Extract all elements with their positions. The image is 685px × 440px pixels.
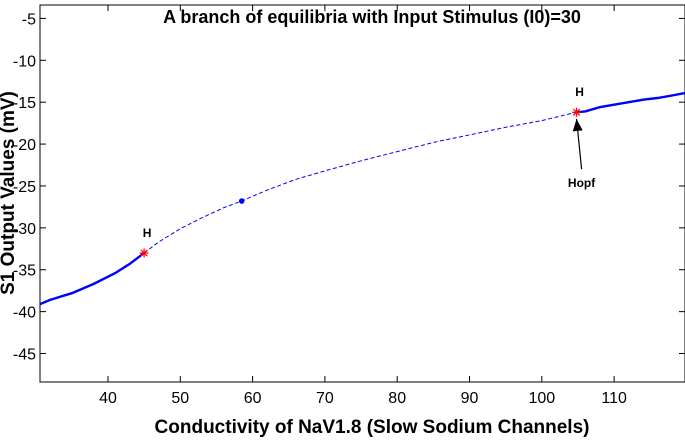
hopf-point-marker: [139, 248, 149, 258]
chart-title: A branch of equilibria with Input Stimul…: [163, 7, 581, 27]
x-tick-label: 60: [244, 390, 262, 407]
y-tick-label: -35: [13, 263, 36, 280]
annotations: Hopf: [568, 118, 596, 190]
curve-series: [39, 91, 685, 306]
annotation-arrowhead: [572, 118, 583, 132]
y-tick-label: -40: [13, 305, 36, 322]
axes-frame: [39, 4, 685, 383]
hopf-point-marker: [572, 107, 582, 117]
x-tick-label: 90: [461, 390, 479, 407]
stable-branch-line: [39, 252, 145, 306]
x-axis-label: Conductivity of NaV1.8 (Slow Sodium Chan…: [155, 417, 590, 438]
point-label: H: [575, 85, 584, 99]
y-tick-label: -25: [13, 179, 36, 196]
x-tick-label: 80: [388, 390, 406, 407]
branch-point-marker: [238, 198, 245, 204]
y-axis-label: S1 Output Values (mV): [0, 91, 19, 295]
unstable-branch-line: [143, 111, 577, 254]
plot-area: 40 50 60 70 80 90 100 110 -5 -10 -15 -20 -25 -30 -35 -4…: [13, 4, 685, 407]
x-tick-label: 100: [528, 390, 555, 407]
axis-ticks: 40 50 60 70 80 90 100 110 -5 -10 -15 -20 -25 -30 -35 -4…: [13, 5, 685, 407]
x-tick-label: 50: [171, 390, 189, 407]
y-tick-label: -30: [13, 221, 36, 238]
x-tick-label: 110: [601, 390, 627, 407]
y-tick-label: -10: [13, 53, 36, 70]
stable-branch-line: [576, 91, 685, 114]
y-tick-label: -15: [13, 95, 36, 112]
y-tick-label: -20: [13, 137, 36, 154]
y-tick-label: -45: [13, 347, 36, 364]
y-tick-label: -5: [22, 11, 36, 28]
point-label: H: [143, 226, 152, 240]
hopf-annotation-label: Hopf: [568, 176, 596, 190]
x-tick-label: 70: [316, 390, 334, 407]
bifurcation-markers: HH: [139, 85, 584, 258]
x-tick-label: 40: [99, 390, 117, 407]
